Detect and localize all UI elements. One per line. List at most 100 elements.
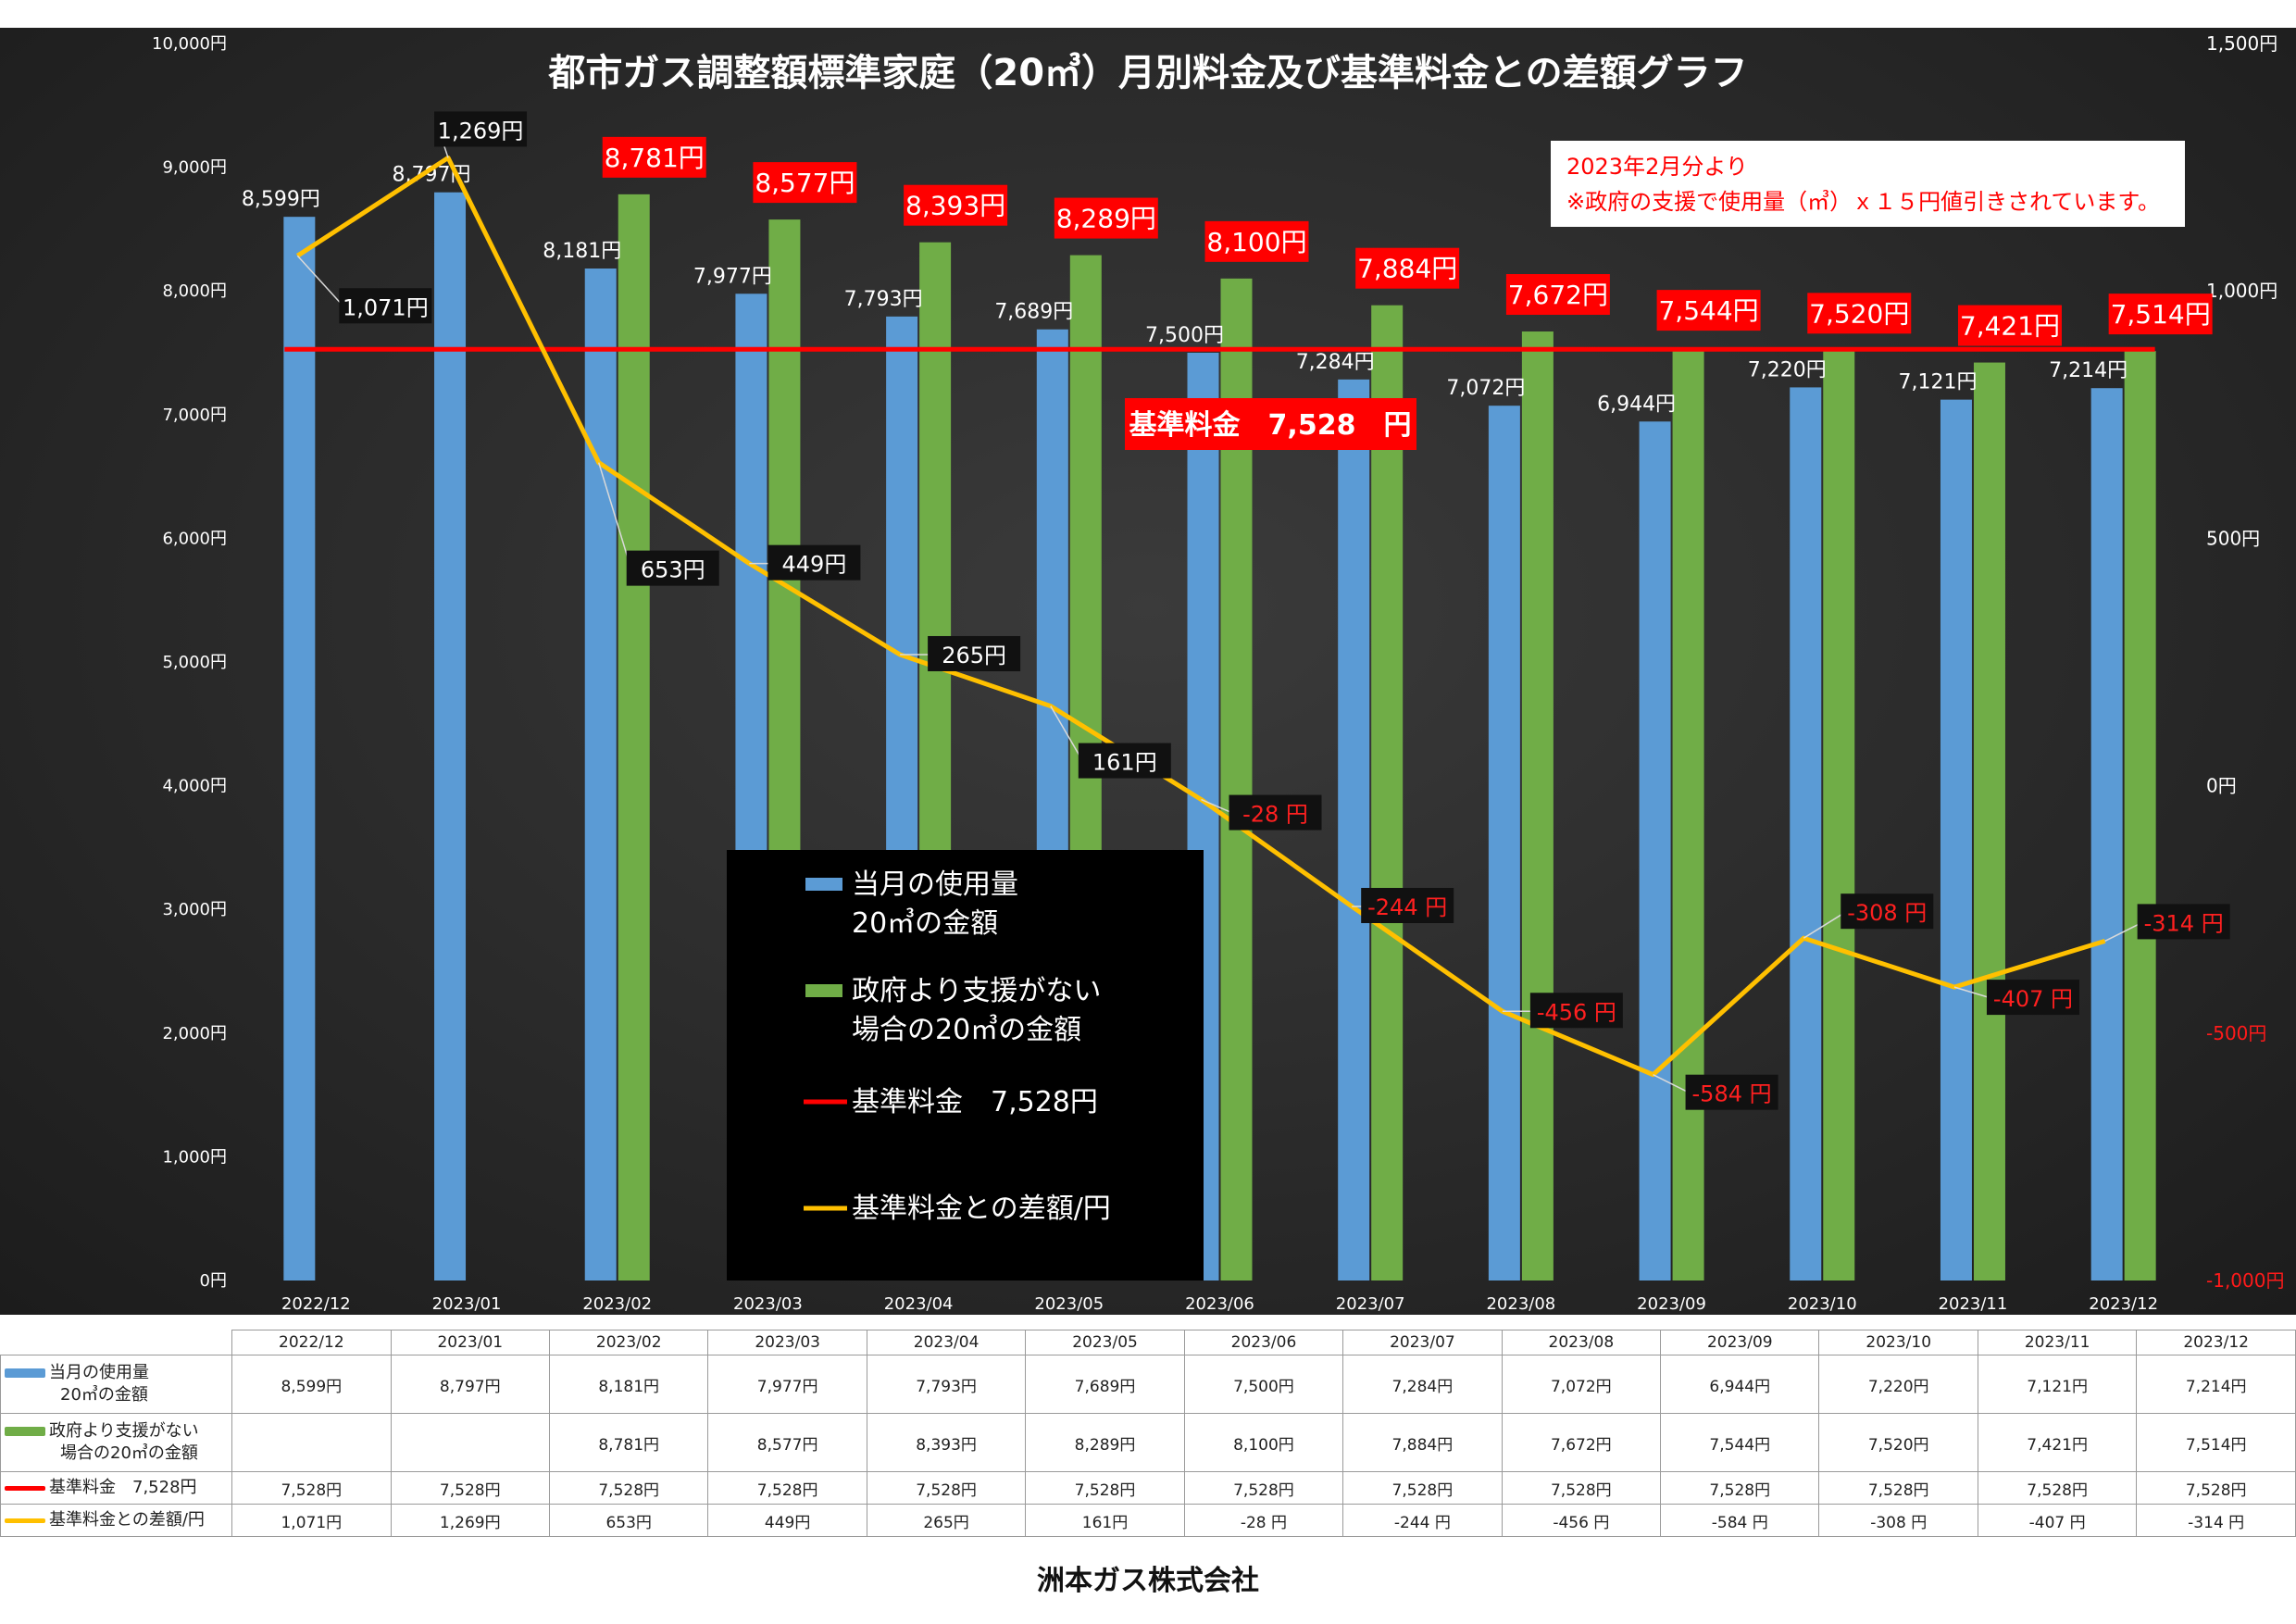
table-cell: 7,072円 (1501, 1355, 1662, 1414)
table-cell: 7,528円 (1818, 1471, 1978, 1505)
difference-label: -244 円 (1367, 894, 1447, 920)
table-cell: -584 円 (1660, 1504, 1820, 1537)
table-cell: 7,884円 (1342, 1413, 1503, 1472)
table-row: 基準料金との差額/円 1,071円 1,269円 653円 449円 265円 161円 -2… (0, 1504, 2296, 1537)
table-cell: 7,544円 (1660, 1413, 1820, 1472)
green-value-label-box (1204, 220, 1309, 262)
table-row-label-line1: 当月の使用量 (49, 1363, 149, 1382)
table-cell: 7,793円 (866, 1355, 1027, 1414)
bar-green (618, 194, 650, 1280)
notice-line-2: ※政府の支援で使用量（㎥）ｘ１５円値引きされています。 (1566, 189, 2160, 215)
table-row-label: 基準料金との差額/円 (0, 1504, 233, 1537)
bar-blue (1790, 387, 1822, 1281)
table-cell: 7,528円 (866, 1471, 1027, 1505)
table-cell: -314 円 (2136, 1504, 2296, 1537)
green-value-label-box (904, 184, 1008, 226)
bar-blue (1639, 421, 1671, 1280)
table-row: 政府より支援がない 場合の20㎥の金額 8,781円 8,577円 8,393円 8,28… (0, 1413, 2296, 1472)
bar-blue (584, 269, 617, 1280)
table-cell: 7,121円 (1977, 1355, 2138, 1414)
green-value-label-box (602, 136, 706, 178)
difference-label-box (434, 111, 528, 147)
green-value-label: 8,577円 (755, 168, 855, 198)
green-value-label: 7,520円 (1809, 298, 1909, 329)
difference-label: -314 円 (2144, 910, 2224, 936)
table-column-header: 2023/11 (1977, 1330, 2138, 1355)
table-cell: 7,514円 (2136, 1413, 2296, 1472)
table-cell: 8,393円 (866, 1413, 1027, 1472)
table-row-label: 当月の使用量 20㎥の金額 (0, 1355, 233, 1414)
table-column-header: 2023/06 (1183, 1330, 1344, 1355)
table-column-header: 2023/07 (1342, 1330, 1503, 1355)
table-legend-swatch (5, 1518, 45, 1523)
legend-swatch (805, 984, 842, 997)
difference-label-box (928, 635, 1021, 671)
green-value-label: 7,421円 (1960, 311, 2060, 342)
difference-label-leader (1953, 986, 1992, 999)
table-cell: 265円 (866, 1504, 1027, 1537)
table-cell: 7,220円 (1818, 1355, 1978, 1414)
chart-svg: 0円 1,000円 2,000円 3,000円 4,000円 5,000円 6,000円 7,… (152, 32, 2284, 1314)
bar-green (2124, 351, 2156, 1280)
left-axis-tick: 3,000円 (162, 900, 227, 919)
table-cell: 8,781円 (548, 1413, 709, 1472)
table-cell: -456 円 (1501, 1504, 1662, 1537)
legend-swatch (805, 878, 842, 891)
table-cell (390, 1413, 550, 1472)
x-axis-tick: 2023/06 (1185, 1294, 1254, 1314)
table-cell: 7,528円 (1977, 1471, 2138, 1505)
legend-label-line2: 20㎥の金額 (852, 907, 998, 940)
table-cell: -407 円 (1977, 1504, 2138, 1537)
chart-title: 都市ガス調整額標準家庭（20㎥）月別料金及び基準料金との差額グラフ (547, 52, 1747, 94)
green-value-label-box (1656, 290, 1761, 331)
green-value-label-box (1807, 293, 1912, 334)
blue-value-label: 7,072円 (1446, 377, 1525, 400)
difference-label-box (2137, 904, 2230, 940)
table-cell: -244 円 (1342, 1504, 1503, 1537)
difference-label-box (1529, 993, 1623, 1029)
difference-label: 653円 (641, 557, 705, 583)
legend-label: 政府より支援がない (852, 975, 1101, 1007)
x-axis-tick: 2023/09 (1637, 1294, 1706, 1314)
left-axis-tick: 0円 (200, 1271, 227, 1291)
difference-label-box (767, 544, 861, 581)
table-row: 基準料金 7,528円 7,528円 7,528円 7,528円 7,528円 7,528… (0, 1471, 2296, 1505)
bar-blue (1488, 406, 1520, 1280)
table-cell: -28 円 (1183, 1504, 1344, 1537)
left-axis-tick: 5,000円 (162, 653, 227, 672)
x-axis-tick: 2023/04 (884, 1294, 954, 1314)
table-cell: 1,269円 (390, 1504, 550, 1537)
table-column-header: 2023/10 (1818, 1330, 1978, 1355)
table-cell: 7,528円 (390, 1471, 550, 1505)
bar-blue (1940, 399, 1972, 1280)
x-axis-tick: 2023/01 (432, 1294, 502, 1314)
right-axis-tick: 1,000円 (2206, 280, 2277, 302)
notice-box (1551, 141, 2185, 227)
x-axis-tick: 2023/05 (1034, 1294, 1104, 1314)
x-axis-tick: 2022/12 (281, 1294, 351, 1314)
table-column-header: 2023/08 (1501, 1330, 1662, 1355)
right-axis-tick: -1,000円 (2206, 1269, 2284, 1292)
difference-label: 161円 (1092, 750, 1157, 776)
green-value-label-box (753, 162, 857, 204)
table-legend-swatch (5, 1485, 45, 1491)
difference-label-leader (1050, 706, 1084, 762)
base-price-label: 基準料金 7,528 円 (1129, 409, 1412, 442)
x-axis-tick: 2023/10 (1788, 1294, 1857, 1314)
table-cell: 653円 (548, 1504, 709, 1537)
left-axis-tick: 2,000円 (162, 1024, 227, 1043)
table-cell: -308 円 (1818, 1504, 1978, 1537)
bar-green (1973, 362, 2005, 1280)
table-header-row: 2022/12 2023/01 2023/02 2023/03 2023/04 2023/… (1, 1330, 2296, 1355)
green-value-label: 8,289円 (1056, 204, 1156, 234)
difference-label-leader (2104, 921, 2142, 943)
bar-blue (283, 217, 316, 1281)
difference-label: -308 円 (1847, 900, 1927, 926)
bar-blue (1338, 379, 1370, 1280)
green-value-label: 7,884円 (1357, 254, 1457, 284)
table-cell: 7,421円 (1977, 1413, 2138, 1472)
blue-value-label: 7,121円 (1898, 371, 1977, 394)
blue-value-label: 7,977円 (693, 265, 772, 288)
table-cell (231, 1413, 392, 1472)
left-axis-tick: 10,000円 (152, 34, 227, 54)
